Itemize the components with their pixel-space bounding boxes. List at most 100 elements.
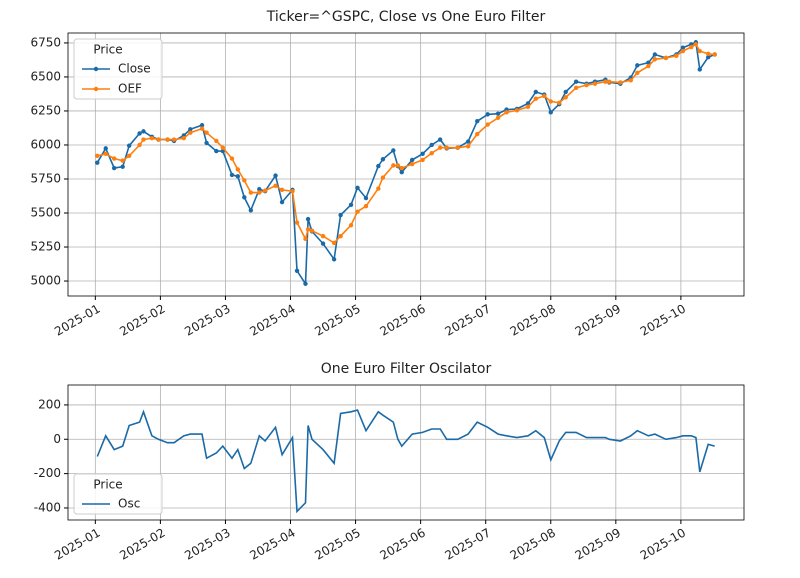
point (294, 268, 300, 274)
point (290, 189, 295, 194)
x-tick-label: 2025-09 (573, 526, 623, 563)
point (363, 195, 369, 201)
point (706, 51, 711, 57)
point (188, 130, 193, 135)
x-tick-label: 2025-10 (638, 526, 688, 563)
x-tick-label: 2025-01 (52, 302, 102, 339)
point (156, 137, 161, 142)
point (557, 100, 562, 105)
y-tick-label: 5750 (30, 171, 61, 185)
point (242, 195, 247, 200)
point (563, 89, 568, 95)
legend-label: OEF (118, 82, 142, 96)
point (485, 122, 490, 127)
point (165, 137, 170, 142)
point (689, 44, 694, 50)
plot-frame (67, 384, 745, 521)
point (279, 187, 285, 193)
x-tick-label: 2025-03 (182, 302, 232, 339)
x-tick-label: 2025-08 (508, 526, 558, 563)
x-tick-label: 2025-06 (377, 302, 427, 339)
point (273, 173, 278, 178)
x-tick-label: 2025-05 (312, 526, 362, 563)
point (273, 183, 278, 188)
point (693, 42, 699, 47)
point (320, 241, 326, 246)
point (635, 70, 640, 76)
x-tick-label: 2025-07 (443, 302, 493, 339)
point (420, 151, 425, 157)
point (305, 227, 311, 232)
point (126, 153, 132, 159)
point (338, 212, 343, 218)
point (485, 112, 490, 117)
point (111, 165, 117, 171)
point (126, 143, 132, 148)
point (646, 60, 651, 65)
point (120, 164, 125, 169)
legend-marker (93, 86, 99, 92)
point (111, 156, 117, 161)
point (348, 202, 354, 208)
point (437, 137, 443, 142)
y-tick-label: 6250 (30, 103, 61, 117)
point (680, 45, 686, 50)
chart-title: One Euro Filter Oscilator (321, 361, 492, 377)
point (363, 204, 369, 209)
point (514, 108, 520, 113)
point (248, 208, 254, 213)
legend-title: Price (93, 43, 122, 57)
x-tick-label: 2025-04 (247, 526, 297, 563)
x-tick-label: 2025-04 (247, 302, 297, 339)
point (592, 81, 598, 86)
point (697, 67, 702, 72)
y-tick-label: 0 (53, 432, 61, 446)
y-tick-label: 5500 (30, 206, 61, 220)
point (429, 142, 434, 148)
y-tick-label: -200 (34, 466, 61, 480)
point (495, 115, 501, 120)
point (444, 145, 449, 150)
point (652, 57, 658, 62)
point (199, 123, 205, 128)
point (171, 137, 177, 142)
point (95, 160, 100, 165)
legend-box (73, 38, 163, 100)
point (635, 63, 640, 68)
point (712, 52, 717, 57)
y-tick-label: 6000 (30, 137, 61, 151)
point (663, 55, 669, 61)
point (420, 157, 425, 163)
point (95, 153, 100, 159)
point (409, 157, 415, 163)
point (548, 110, 553, 115)
point (294, 220, 300, 225)
point (257, 190, 262, 195)
point (376, 186, 381, 191)
legend-title: Price (93, 478, 122, 492)
x-tick-label: 2025-09 (573, 302, 623, 339)
x-tick-label: 2025-10 (638, 302, 688, 339)
series-line (96, 41, 716, 287)
point (229, 172, 235, 178)
point (320, 233, 326, 239)
point (355, 185, 360, 191)
x-tick-label: 2025-07 (443, 526, 493, 563)
point (338, 233, 343, 239)
x-tick-label: 2025-03 (182, 526, 232, 563)
point (533, 96, 538, 101)
point (199, 126, 205, 131)
point (181, 135, 187, 141)
point (652, 52, 658, 57)
point (563, 95, 568, 100)
point (395, 163, 401, 168)
point (235, 174, 241, 179)
point (542, 93, 547, 99)
point (391, 148, 396, 153)
point (495, 111, 501, 116)
x-tick-label: 2025-08 (508, 302, 558, 339)
point (229, 156, 235, 161)
point (573, 85, 579, 91)
point (706, 55, 711, 60)
point (628, 78, 633, 83)
